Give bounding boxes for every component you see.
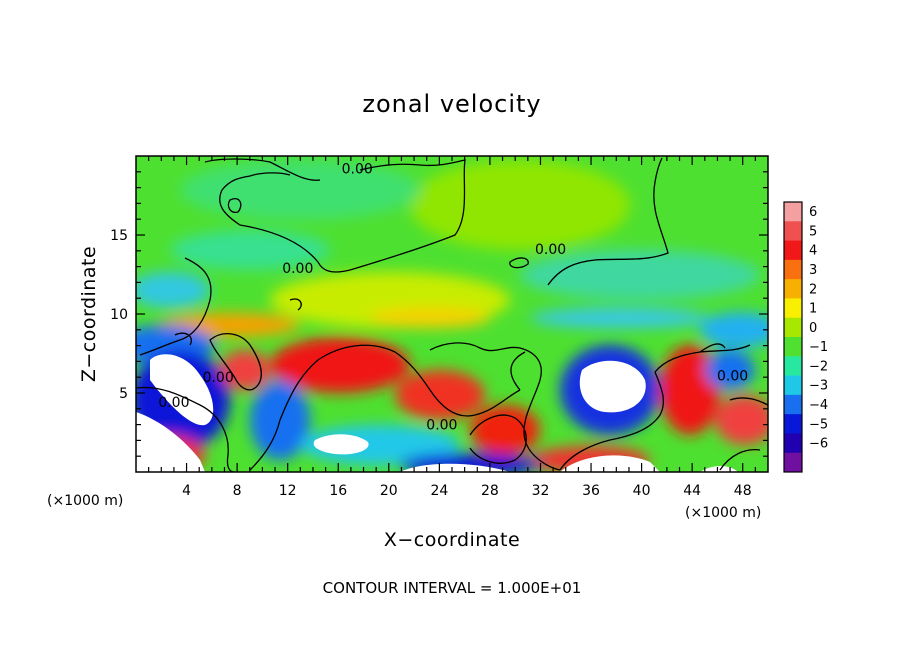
contour-label: 0.00 [535, 242, 566, 258]
x-tick-label: 20 [380, 483, 398, 499]
x-tick-label: 4 [182, 483, 191, 499]
colorbar-level-label: 3 [809, 263, 817, 278]
colorbar-level-label: 2 [809, 282, 817, 297]
colorbar-swatch [784, 375, 802, 396]
colorbar-frame [783, 201, 803, 473]
x-tick-label: 32 [532, 483, 550, 499]
x-tick-label: 12 [279, 483, 297, 499]
colorbar-level-label: −2 [809, 359, 828, 374]
x-tick-label: 36 [582, 483, 600, 499]
contour-interval-note: CONTOUR INTERVAL = 1.000E+01 [323, 579, 582, 597]
colorbar-level-label: −1 [809, 340, 828, 355]
colorbar-level-label: −6 [809, 437, 828, 452]
colorbar-level-label: 4 [809, 244, 817, 259]
x-tick-label: 44 [683, 483, 701, 499]
chart-title: zonal velocity [362, 90, 541, 118]
y-axis: 5 10 15 [110, 171, 768, 457]
y-tick-label: 15 [110, 228, 128, 244]
colorbar: 6 5 4 3 2 1 0 −1 −2 −3 −4 −5 −6 [783, 201, 828, 473]
colorbar-level-label: −3 [809, 379, 828, 394]
contour-label: 0.00 [203, 370, 234, 386]
colorbar-swatch [784, 356, 802, 376]
zero-contours [136, 157, 768, 472]
colorbar-swatch [784, 394, 802, 415]
velocity-field [136, 156, 768, 472]
contour-label: 0.00 [342, 161, 373, 177]
x-tick-label: 24 [430, 483, 448, 499]
contour-label: 0.00 [717, 368, 748, 384]
colorbar-swatch [784, 317, 802, 338]
x-tick-label: 16 [329, 483, 347, 499]
colorbar-level-label: −4 [809, 398, 828, 413]
colorbar-level-label: −5 [809, 417, 828, 432]
colorbar-swatch [784, 337, 802, 357]
colorbar-swatch [784, 202, 802, 222]
y-tick-label: 10 [110, 307, 128, 323]
colorbar-swatch [784, 298, 802, 319]
colorbar-level-label: 6 [809, 205, 817, 220]
colorbar-swatch [784, 279, 802, 299]
colorbar-level-label: 1 [809, 302, 817, 317]
colorbar-swatch [784, 433, 802, 454]
y-tick-label: 5 [119, 386, 128, 402]
contour-label: 0.00 [282, 261, 313, 277]
colorbar-level-label: 0 [809, 321, 817, 336]
x-tick-label: 28 [481, 483, 499, 499]
contour-label: 0.00 [426, 417, 457, 433]
x-tick-label: 8 [233, 483, 242, 499]
colorbar-swatch [784, 452, 802, 473]
x-unit-label-right: (×1000 m) [685, 505, 761, 521]
x-tick-label: 40 [633, 483, 651, 499]
y-axis-label: Z−coordinate [78, 246, 100, 382]
colorbar-swatch [784, 240, 802, 261]
x-axis: 4 8 12 16 20 24 28 32 36 40 44 48 [148, 156, 756, 499]
colorbar-swatch [784, 221, 802, 241]
x-axis-label: X−coordinate [384, 529, 520, 551]
colorbar-swatch [784, 414, 802, 434]
colorbar-level-label: 5 [809, 224, 817, 239]
contour-labels: 0.00 0.00 0.00 0.00 0.00 0.00 0.00 [158, 161, 748, 433]
x-tick-label: 48 [734, 483, 752, 499]
contour-label: 0.00 [158, 395, 189, 411]
x-unit-label-left: (×1000 m) [47, 493, 123, 509]
colorbar-swatch [784, 259, 802, 280]
